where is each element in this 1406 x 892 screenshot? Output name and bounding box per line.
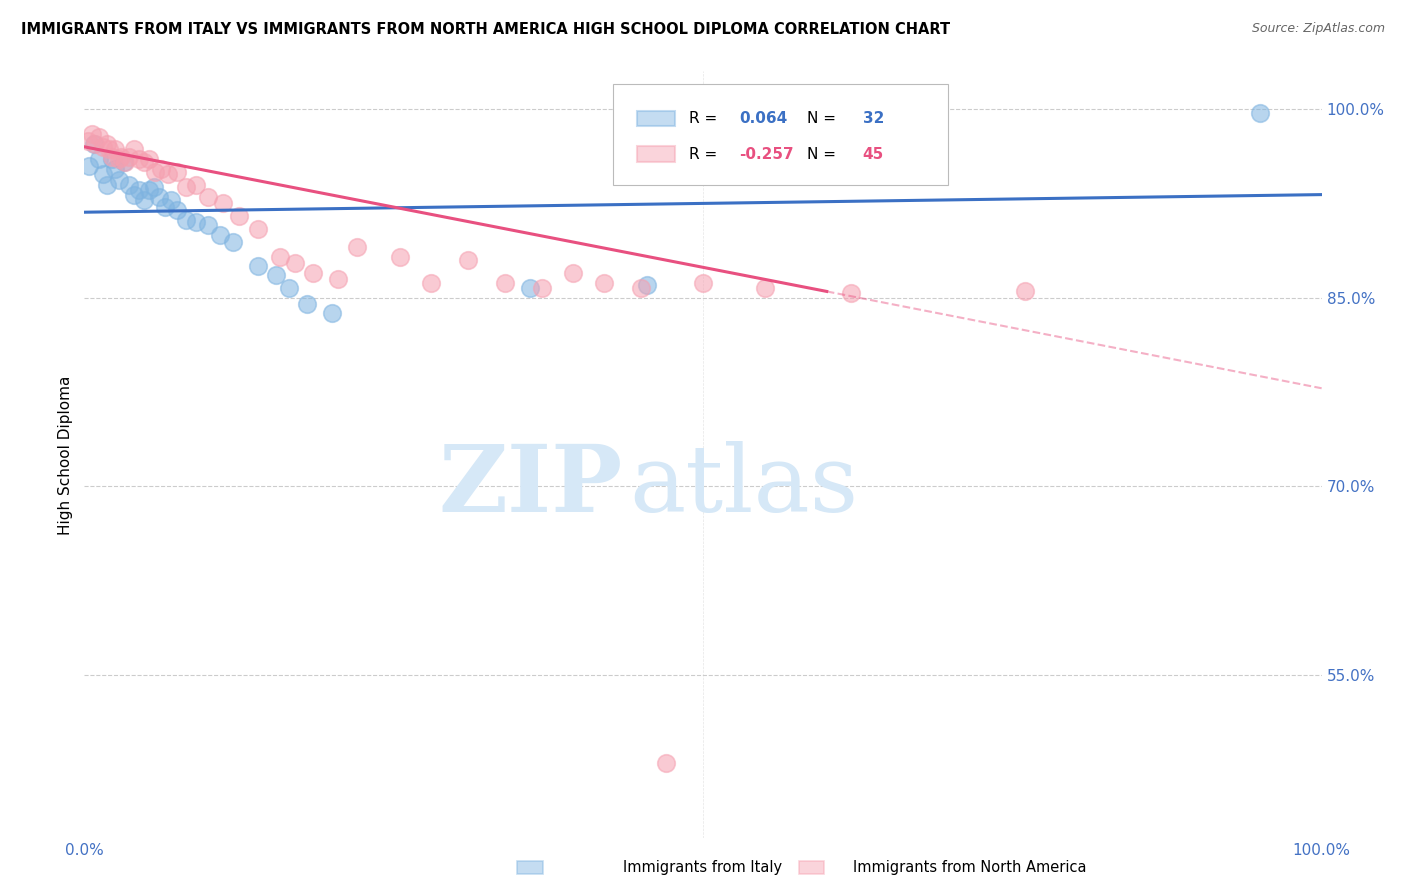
Point bbox=[96, 178, 118, 192]
Point bbox=[79, 159, 101, 173]
Text: 45: 45 bbox=[863, 146, 884, 161]
Point bbox=[166, 202, 188, 217]
Text: R =: R = bbox=[689, 146, 723, 161]
Point bbox=[83, 137, 105, 152]
Point bbox=[174, 212, 197, 227]
Point bbox=[321, 306, 343, 320]
Bar bbox=[637, 146, 675, 161]
Text: N =: N = bbox=[807, 112, 841, 127]
Text: Source: ZipAtlas.com: Source: ZipAtlas.com bbox=[1251, 22, 1385, 36]
Point bbox=[295, 297, 318, 311]
Text: 32: 32 bbox=[863, 112, 884, 127]
Point bbox=[636, 278, 658, 293]
Point bbox=[184, 178, 207, 192]
Point bbox=[277, 280, 299, 294]
Point bbox=[419, 276, 441, 290]
Point bbox=[209, 227, 232, 242]
Point bbox=[166, 165, 188, 179]
Point bbox=[77, 134, 100, 148]
Point bbox=[228, 209, 250, 223]
Point bbox=[142, 180, 165, 194]
Point bbox=[754, 280, 776, 294]
Point bbox=[1249, 106, 1271, 120]
Point bbox=[531, 280, 554, 294]
Point bbox=[128, 183, 150, 197]
Point bbox=[184, 215, 207, 229]
Point bbox=[692, 276, 714, 290]
FancyBboxPatch shape bbox=[613, 85, 948, 185]
Point bbox=[246, 260, 269, 274]
Point bbox=[302, 266, 325, 280]
Point bbox=[212, 196, 235, 211]
Y-axis label: High School Diploma: High School Diploma bbox=[58, 376, 73, 534]
Point bbox=[148, 190, 170, 204]
Point bbox=[153, 200, 176, 214]
Point bbox=[197, 218, 219, 232]
Point bbox=[138, 153, 160, 167]
Point bbox=[91, 168, 114, 182]
Text: Immigrants from Italy: Immigrants from Italy bbox=[623, 860, 783, 874]
Point bbox=[841, 285, 863, 300]
Point bbox=[108, 172, 131, 186]
Text: R =: R = bbox=[689, 112, 723, 127]
Point bbox=[655, 756, 678, 770]
Point bbox=[593, 276, 616, 290]
Text: N =: N = bbox=[807, 146, 841, 161]
Point bbox=[132, 193, 155, 207]
Text: 0.064: 0.064 bbox=[740, 112, 787, 127]
Point bbox=[519, 280, 541, 294]
Point bbox=[150, 162, 173, 177]
Point bbox=[160, 193, 183, 207]
Point bbox=[1014, 285, 1036, 299]
Point bbox=[264, 268, 287, 282]
Point bbox=[122, 187, 145, 202]
Point bbox=[80, 127, 103, 141]
Point bbox=[96, 137, 118, 152]
Point bbox=[112, 155, 135, 169]
Point bbox=[222, 235, 245, 250]
Text: Immigrants from North America: Immigrants from North America bbox=[853, 860, 1087, 874]
Point bbox=[174, 180, 197, 194]
Point bbox=[346, 240, 368, 254]
Point bbox=[104, 142, 127, 156]
Point bbox=[246, 221, 269, 235]
Point bbox=[104, 162, 127, 177]
Point bbox=[457, 252, 479, 267]
Point bbox=[562, 266, 585, 280]
Text: -0.257: -0.257 bbox=[740, 146, 793, 161]
Point bbox=[197, 190, 219, 204]
Point bbox=[108, 153, 131, 167]
Point bbox=[388, 251, 411, 265]
Text: IMMIGRANTS FROM ITALY VS IMMIGRANTS FROM NORTH AMERICA HIGH SCHOOL DIPLOMA CORRE: IMMIGRANTS FROM ITALY VS IMMIGRANTS FROM… bbox=[21, 22, 950, 37]
Text: atlas: atlas bbox=[628, 441, 858, 531]
Point bbox=[128, 153, 150, 167]
Point bbox=[284, 255, 307, 269]
Point bbox=[91, 140, 114, 154]
Point bbox=[118, 178, 141, 192]
Point bbox=[143, 165, 166, 179]
Point bbox=[89, 129, 111, 144]
Point bbox=[132, 155, 155, 169]
Point bbox=[326, 272, 349, 286]
Point bbox=[138, 183, 160, 197]
Point bbox=[84, 137, 107, 152]
Point bbox=[98, 142, 121, 156]
Point bbox=[100, 150, 122, 164]
Point bbox=[110, 150, 132, 164]
Point bbox=[122, 142, 145, 156]
Point bbox=[114, 155, 136, 169]
Point bbox=[494, 276, 516, 290]
Bar bbox=[637, 112, 675, 127]
Point bbox=[157, 168, 180, 182]
Point bbox=[269, 251, 291, 265]
Point bbox=[89, 153, 111, 167]
Point bbox=[630, 280, 652, 294]
Text: ZIP: ZIP bbox=[439, 441, 623, 531]
Point bbox=[100, 153, 122, 167]
Point bbox=[118, 150, 141, 164]
